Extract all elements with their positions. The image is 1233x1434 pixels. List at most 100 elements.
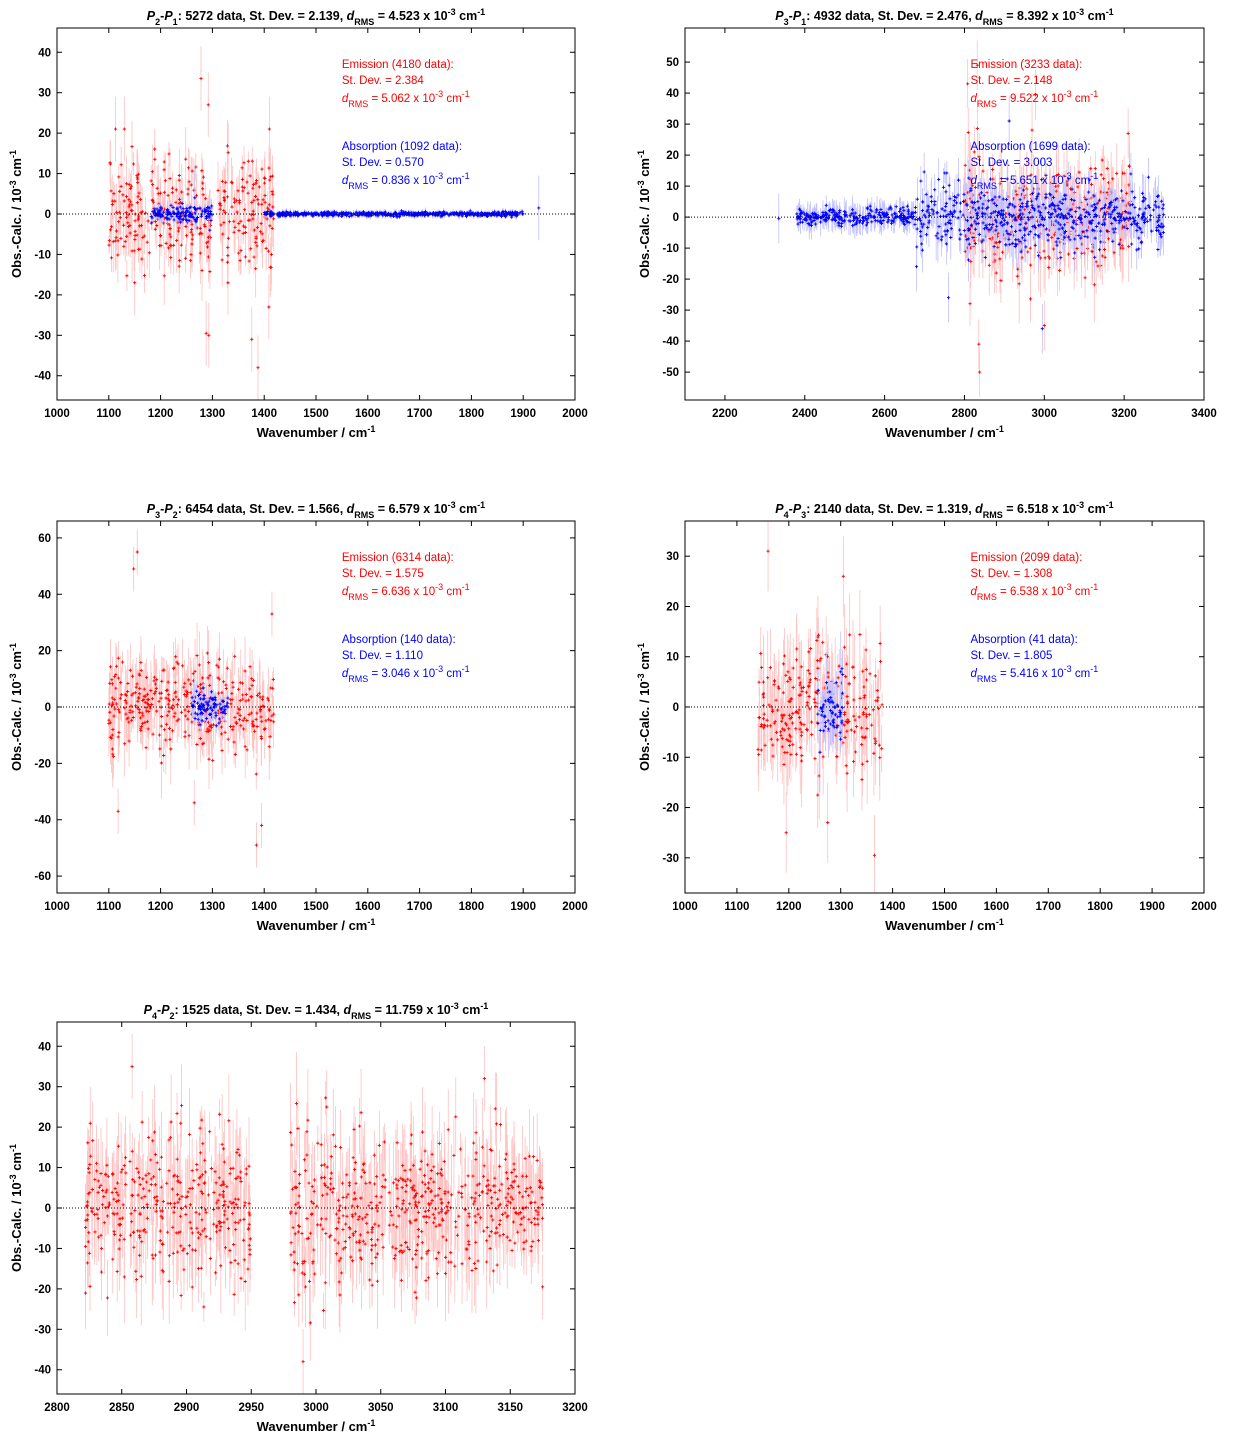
data-point xyxy=(263,200,267,204)
title-dash: - xyxy=(789,9,793,23)
data-point xyxy=(1067,235,1071,239)
data-point xyxy=(205,241,209,245)
data-point xyxy=(259,221,263,226)
emission-stdev: St. Dev. = 2.384 xyxy=(342,75,425,87)
data-point xyxy=(1160,222,1164,226)
drms-unit-exponent: -1 xyxy=(462,89,470,99)
data-point xyxy=(1072,190,1077,195)
data-point xyxy=(952,203,956,208)
data-point xyxy=(977,232,981,236)
data-point xyxy=(187,206,192,210)
data-point xyxy=(162,210,166,214)
data-point xyxy=(1030,128,1034,132)
data-point xyxy=(925,209,929,213)
data-point xyxy=(151,183,155,187)
data-point xyxy=(347,214,351,219)
data-point xyxy=(1007,119,1011,123)
data-point xyxy=(426,213,430,217)
data-point xyxy=(177,264,181,268)
data-point xyxy=(267,127,271,131)
data-point xyxy=(1007,237,1011,241)
data-point xyxy=(973,241,977,246)
data-point xyxy=(180,190,184,194)
data-point xyxy=(166,207,170,212)
data-point xyxy=(219,223,223,227)
data-point xyxy=(953,210,957,214)
data-point xyxy=(975,63,979,67)
title-term: P xyxy=(147,502,156,516)
data-point xyxy=(994,271,998,275)
data-point xyxy=(952,194,957,199)
title-unit-exp: -1 xyxy=(477,7,485,17)
data-point xyxy=(250,337,254,341)
title-term: P xyxy=(793,9,802,23)
data-point xyxy=(241,231,245,236)
data-point xyxy=(270,174,275,178)
data-point xyxy=(965,219,970,223)
data-point xyxy=(988,222,992,227)
data-point xyxy=(1153,200,1158,204)
data-point xyxy=(1125,191,1129,195)
series-emission xyxy=(107,529,276,868)
data-point xyxy=(1050,235,1054,240)
data-point xyxy=(895,214,899,218)
data-point xyxy=(981,238,985,242)
data-point xyxy=(194,208,198,212)
data-point xyxy=(1018,208,1022,212)
drms-unit: cm xyxy=(443,175,462,187)
data-point xyxy=(1023,228,1027,232)
data-point xyxy=(1140,230,1144,234)
data-point xyxy=(797,207,802,211)
data-point xyxy=(1014,238,1018,242)
x-tick-label: 1100 xyxy=(96,408,121,420)
data-point xyxy=(200,268,204,273)
data-point xyxy=(219,204,223,208)
data-point xyxy=(1005,222,1009,226)
data-point xyxy=(1146,175,1151,179)
y-tick-label: -50 xyxy=(662,367,679,379)
data-point xyxy=(250,200,254,205)
data-point xyxy=(207,215,211,219)
data-point xyxy=(1039,178,1044,182)
data-point xyxy=(235,210,239,214)
data-point xyxy=(118,216,122,220)
data-point xyxy=(914,265,919,269)
y-tick-label: -10 xyxy=(34,249,51,261)
data-point xyxy=(981,221,985,225)
y-tick-label: 30 xyxy=(38,88,51,100)
data-point xyxy=(1099,240,1103,244)
data-point xyxy=(838,214,842,218)
data-point xyxy=(185,208,189,213)
data-point xyxy=(830,218,834,222)
drms-exponent: -3 xyxy=(435,171,443,181)
data-point xyxy=(1033,93,1038,97)
data-point xyxy=(262,181,267,185)
data-point xyxy=(181,210,185,214)
data-point xyxy=(1089,182,1094,187)
data-point xyxy=(980,240,984,244)
data-point xyxy=(1120,244,1124,248)
data-point xyxy=(958,210,962,214)
y-axis-label-unit: cm xyxy=(9,158,24,180)
data-point xyxy=(965,203,969,207)
data-point xyxy=(252,228,256,232)
data-point xyxy=(114,229,119,233)
data-point xyxy=(155,223,159,228)
data-point xyxy=(131,162,136,166)
data-point xyxy=(271,205,275,209)
data-point xyxy=(116,253,120,257)
data-point xyxy=(1110,221,1114,226)
y-tick-label: 30 xyxy=(666,119,679,131)
data-point xyxy=(221,232,225,236)
x-tick-label: 2400 xyxy=(792,408,818,420)
data-point xyxy=(833,214,837,218)
data-point xyxy=(187,180,191,184)
data-point xyxy=(1001,197,1005,201)
data-point xyxy=(263,176,267,181)
data-point xyxy=(367,210,371,215)
data-point xyxy=(1087,190,1091,194)
data-point xyxy=(251,209,255,213)
data-point xyxy=(424,210,428,214)
data-point xyxy=(226,254,230,258)
data-point xyxy=(1033,243,1037,247)
